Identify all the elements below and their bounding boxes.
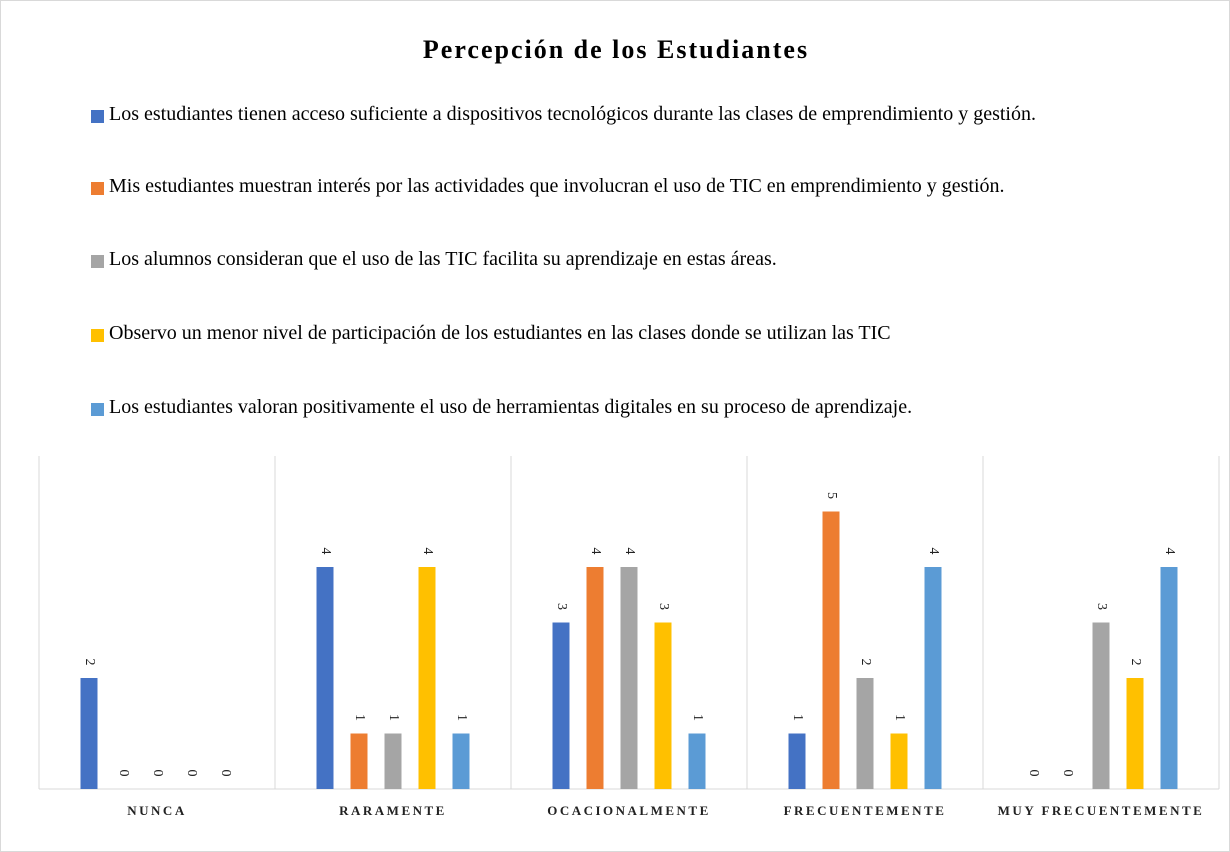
data-label: 0 — [1026, 770, 1041, 777]
data-label: 1 — [454, 714, 469, 721]
data-label: 4 — [1162, 548, 1177, 555]
legend-item: Observo un menor nivel de participación … — [91, 320, 1201, 347]
data-label: 0 — [184, 770, 199, 777]
bar — [856, 678, 874, 789]
data-label: 0 — [116, 770, 131, 777]
data-label: 2 — [82, 659, 97, 666]
chart-title: Percepción de los Estudiantes — [422, 35, 810, 64]
bar — [452, 733, 470, 789]
x-tick-label: OCACIONALMENTE — [547, 803, 711, 818]
legend-swatch — [91, 403, 104, 416]
legend-swatch — [91, 110, 104, 123]
data-label: 4 — [420, 548, 435, 555]
bar — [788, 733, 806, 789]
bar — [1092, 622, 1110, 789]
legend-item: Mis estudiantes muestran interés por las… — [91, 173, 1201, 200]
bar — [80, 678, 98, 789]
data-label: 4 — [318, 548, 333, 555]
legend-label: Observo un menor nivel de participación … — [109, 322, 891, 344]
bar — [890, 733, 908, 789]
data-label: 2 — [858, 659, 873, 666]
data-label: 3 — [656, 603, 671, 610]
legend-label: Los alumnos consideran que el uso de las… — [109, 248, 777, 270]
data-label: 1 — [352, 714, 367, 721]
x-tick-label: FRECUENTEMENTE — [783, 803, 947, 818]
x-tick-label: MUY FRECUENTEMENTE — [997, 803, 1205, 818]
legend-swatch — [91, 329, 104, 342]
data-label: 3 — [554, 603, 569, 610]
data-label: 0 — [150, 770, 165, 777]
legend-label: Los estudiantes valoran positivamente el… — [109, 396, 913, 418]
data-label: 4 — [588, 548, 603, 555]
bar — [316, 567, 334, 789]
bar — [1160, 567, 1178, 789]
data-label: 4 — [622, 548, 637, 555]
bar — [1126, 678, 1144, 789]
bar — [552, 622, 570, 789]
legend-swatch — [91, 255, 104, 268]
data-label: 0 — [218, 770, 233, 777]
bar — [924, 567, 942, 789]
legend-label: Los estudiantes tienen acceso suficiente… — [109, 103, 1036, 125]
bar — [822, 511, 840, 789]
legend-item: Los estudiantes tienen acceso suficiente… — [91, 101, 1201, 128]
data-label: 1 — [892, 714, 907, 721]
bar — [384, 733, 402, 789]
legend-label: Mis estudiantes muestran interés por las… — [109, 175, 1005, 197]
bar — [586, 567, 604, 789]
x-tick-label: RARAMENTE — [339, 803, 447, 818]
data-label: 5 — [824, 492, 839, 499]
data-label: 1 — [690, 714, 705, 721]
bar — [620, 567, 638, 789]
legend-item: Los estudiantes valoran positivamente el… — [91, 394, 1201, 421]
data-label: 4 — [926, 548, 941, 555]
legend-item: Los alumnos consideran que el uso de las… — [91, 246, 1201, 273]
x-tick-label: NUNCA — [127, 803, 187, 818]
bar — [350, 733, 368, 789]
data-label: 0 — [1060, 770, 1075, 777]
bar — [654, 622, 672, 789]
bar — [418, 567, 436, 789]
legend-swatch — [91, 182, 104, 195]
data-label: 1 — [790, 714, 805, 721]
data-label: 3 — [1094, 603, 1109, 610]
data-label: 1 — [386, 714, 401, 721]
bar — [688, 733, 706, 789]
data-label: 2 — [1128, 659, 1143, 666]
